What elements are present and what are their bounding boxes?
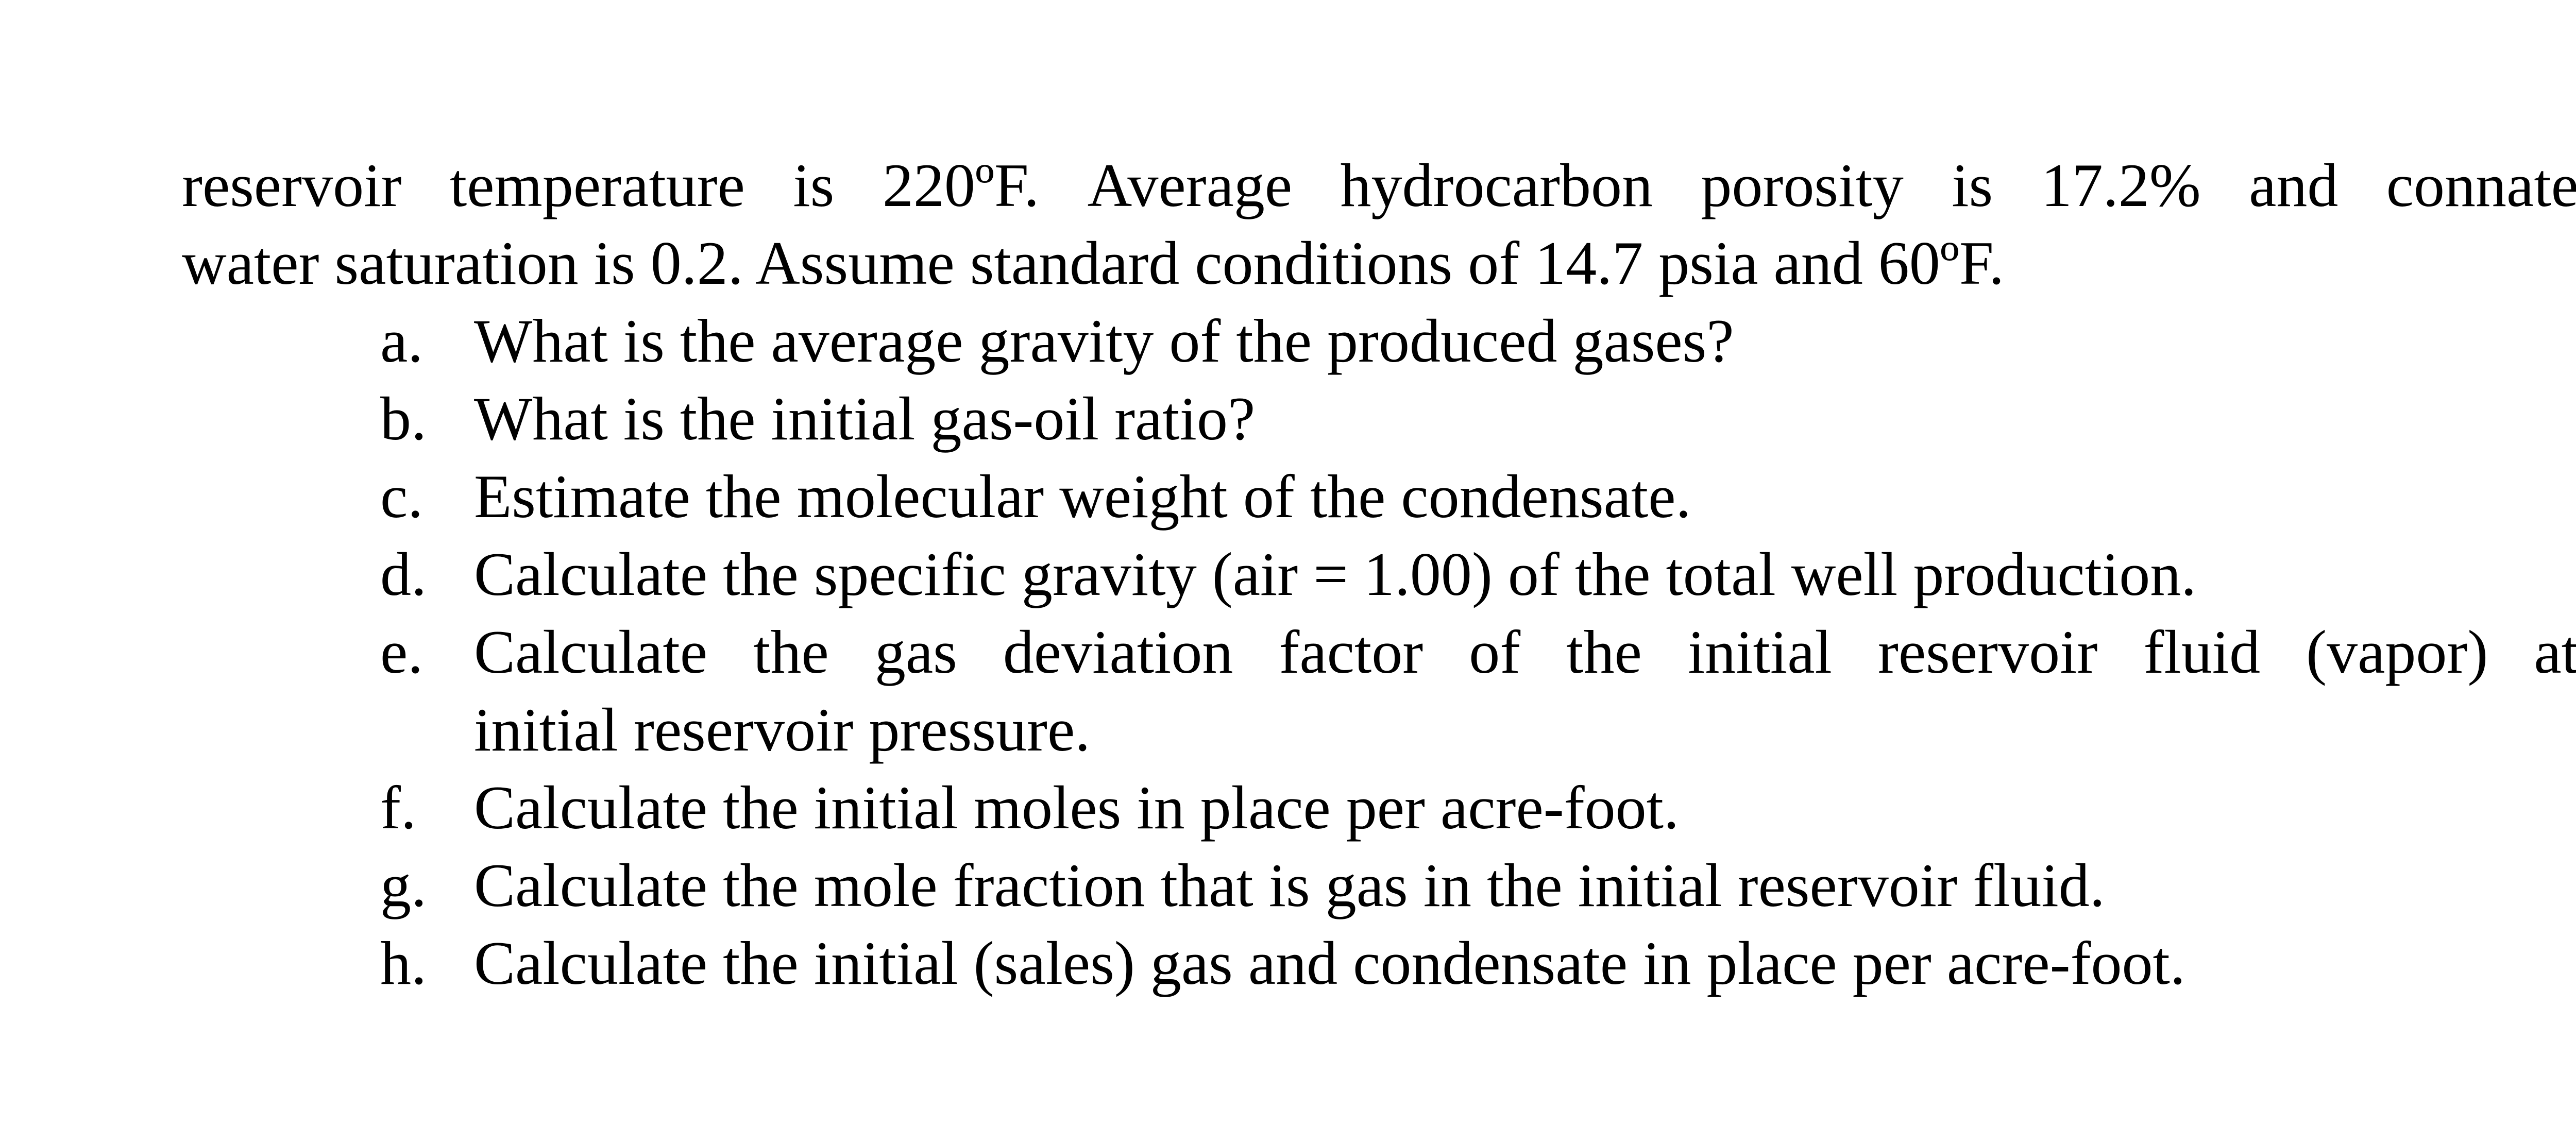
list-item-e-text-line-1: Calculate the gas deviation factor of the initi…: [474, 618, 2576, 686]
list-item-f-label: f.: [380, 773, 416, 842]
list-item-d-text: Calculate the specific gravity (air = 1.…: [474, 540, 2197, 608]
list-item-a-text: What is the average gravity of the produ…: [474, 306, 1734, 375]
list-item-e: e. Calculate the gas deviation factor of the in…: [380, 613, 2576, 769]
list-item-c-label: c.: [380, 462, 423, 531]
list-item-g-text: Calculate the mole fraction that is gas …: [474, 851, 2105, 919]
list-item-d: d. Calculate the specific gravity (air =…: [380, 535, 2576, 613]
list-item-b-text: What is the initial gas-oil ratio?: [474, 384, 1256, 453]
problem-statement: reservoir temperature is 220ºF. Average hydro…: [182, 146, 2576, 1002]
paragraph-line-2: water saturation is 0.2. Assume standard…: [182, 229, 2005, 297]
list-item-e-label: e.: [380, 618, 423, 686]
paragraph-line-1: reservoir temperature is 220ºF. Average hydro…: [182, 151, 2576, 219]
list-item-b: b. What is the initial gas-oil ratio?: [380, 380, 2576, 457]
list-item-g: g. Calculate the mole fraction that is g…: [380, 846, 2576, 924]
list-item-a: a. What is the average gravity of the pr…: [380, 302, 2576, 380]
list-item-b-label: b.: [380, 384, 427, 453]
list-item-c-text: Estimate the molecular weight of the con…: [474, 462, 1691, 531]
list-item-h-text: Calculate the initial (sales) gas and co…: [474, 929, 2185, 997]
problem-paragraph: reservoir temperature is 220ºF. Average hydro…: [182, 146, 2576, 302]
list-item-g-label: g.: [380, 851, 427, 919]
list-item-c: c. Estimate the molecular weight of the …: [380, 457, 2576, 535]
list-item-d-label: d.: [380, 540, 427, 608]
list-item-h-label: h.: [380, 929, 427, 997]
list-item-a-label: a.: [380, 306, 423, 375]
list-item-f-text: Calculate the initial moles in place per…: [474, 773, 1680, 842]
question-list: a. What is the average gravity of the pr…: [380, 302, 2576, 1002]
list-item-h: h. Calculate the initial (sales) gas and…: [380, 924, 2576, 1002]
list-item-f: f. Calculate the initial moles in place …: [380, 769, 2576, 846]
list-item-e-text-line-2: initial reservoir pressure.: [474, 695, 1091, 764]
